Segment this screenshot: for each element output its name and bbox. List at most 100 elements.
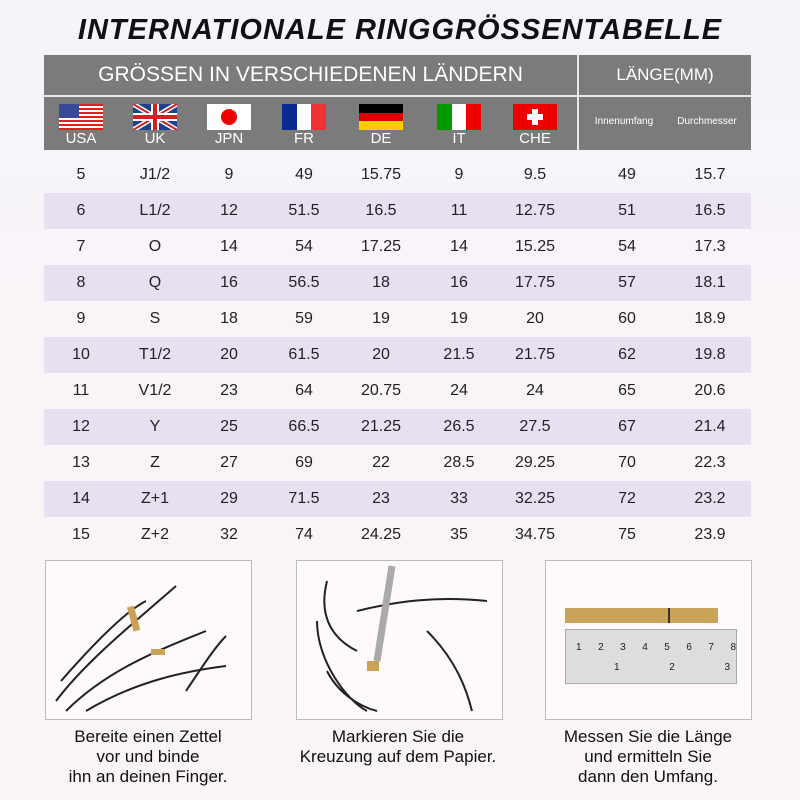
table-cell: 16 [450,274,468,291]
table-cell: 56.5 [288,274,320,291]
table-cell: 19 [450,310,468,327]
caption-line: Messen Sie die Länge [563,727,733,746]
table-cell: O [148,238,162,255]
table-row: 6 L1/2 12 51.5 16.5 11 12.75 51 16.5 [44,193,751,229]
table-cell: 64 [295,382,313,399]
table-cell: 9.5 [523,166,547,183]
table-cell: 12 [220,202,238,219]
us-flag-icon [59,104,103,130]
table-cell: 22 [372,454,390,471]
table-cell: 11 [450,202,468,219]
table-cell: 23.9 [694,526,726,543]
table-cell: 59 [295,310,313,327]
country-label: USA [65,130,97,147]
ruler-tick-label: 7 [708,642,714,653]
table-cell: 21.25 [360,418,402,435]
table-cell: 51.5 [288,202,320,219]
table-cell: 12 [72,418,90,435]
hand-pen-icon [316,565,488,712]
table-cell: 9 [454,166,464,183]
table-cell: 14 [72,490,90,507]
table-cell: 28.5 [443,454,475,471]
table-row: 11 V1/2 23 64 20.75 24 24 65 20.6 [44,373,751,409]
table-cell: 62 [618,346,636,363]
table-cell: 15.7 [694,166,726,183]
divider [577,55,579,150]
table-cell: 16.5 [694,202,726,219]
france-flag-icon [282,104,326,130]
table-cell: 49 [618,166,636,183]
step-3-caption: Messen Sie die Länge und ermitteln Sie dan… [518,727,778,787]
ruler-tick-label: 2 [669,662,675,673]
countries-title: GRÖSSEN IN VERSCHIEDENEN LÄNDERN [98,63,523,86]
germany-flag-icon [359,104,403,130]
length-title: LÄNGE(MM) [616,65,714,84]
table-cell: 15 [72,526,90,543]
table-cell: J1/2 [139,166,171,183]
table-cell: 35 [450,526,468,543]
ruler-tick-label: 1 [614,662,620,673]
table-cell: S [149,310,161,327]
table-cell: 19.8 [694,346,726,363]
page-title: INTERNATIONALE RINGGRÖSSENTABELLE [77,14,723,46]
table-cell: 9 [76,310,86,327]
step-1-illustration [45,560,252,720]
switzerland-flag-icon [513,104,557,130]
table-cell: V1/2 [138,382,172,399]
table-cell: Z+1 [140,490,169,507]
table-row: 15 Z+2 32 74 24.25 35 34.75 75 23.9 [44,517,751,553]
ruler-tick-label: 3 [620,642,626,653]
table-cell: 23 [372,490,390,507]
country-label: UK [144,130,166,147]
table-cell: 23.2 [694,490,726,507]
table-cell: 34.75 [514,526,556,543]
table-cell: 69 [295,454,313,471]
table-cell: 15.75 [360,166,402,183]
table-cell: 25 [220,418,238,435]
table-cell: 18 [372,274,390,291]
divider [44,95,751,97]
ruler-tick-label: 2 [598,642,604,653]
table-cell: 5 [76,166,86,183]
table-cell: 6 [76,202,86,219]
table-cell: 27 [220,454,238,471]
table-cell: 72 [618,490,636,507]
table-cell: 7 [76,238,86,255]
table-cell: 20 [220,346,238,363]
ruler-tick-label: 6 [686,642,692,653]
italy-flag-icon [437,104,481,130]
table-cell: L1/2 [139,202,171,219]
table-cell: 15.25 [514,238,556,255]
table-cell: 21.75 [514,346,556,363]
table-cell: 11 [72,382,90,399]
table-cell: 18 [220,310,238,327]
ruler-tick-label: 3 [724,662,730,673]
table-cell: 17.75 [514,274,556,291]
table-cell: 67 [618,418,636,435]
caption-line: Markieren Sie die [331,727,465,746]
step-2-caption: Markieren Sie die Kreuzung auf dem Papier… [268,727,528,767]
table-cell: 10 [72,346,90,363]
table-cell: 61.5 [288,346,320,363]
step-2-illustration [296,560,503,720]
table-cell: 20 [372,346,390,363]
ruler-tick-label: 5 [664,642,670,653]
table-cell: 21.4 [694,418,726,435]
table-cell: Q [148,274,162,291]
table-cell: 20 [526,310,544,327]
table-cell: 65 [618,382,636,399]
table-cell: 71.5 [288,490,320,507]
caption-line: Bereite einen Zettel [74,727,222,746]
table-cell: 29 [220,490,238,507]
table-cell: 70 [618,454,636,471]
table-cell: 23 [220,382,238,399]
table-cell: 20.6 [694,382,726,399]
table-cell: 49 [295,166,313,183]
hand-icon [55,585,227,712]
table-cell: 51 [618,202,636,219]
country-label: CHE [519,130,551,147]
table-cell: 22.3 [694,454,726,471]
table-cell: 14 [450,238,468,255]
